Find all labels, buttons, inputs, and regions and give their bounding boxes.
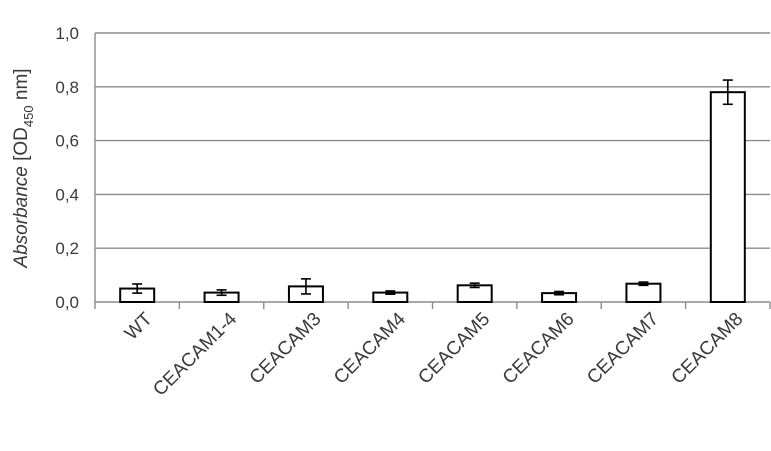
x-tick-label: WT xyxy=(121,308,157,344)
x-tick-label: CEACAM7 xyxy=(583,309,663,389)
bar xyxy=(625,282,662,304)
y-tick-label: 0,8 xyxy=(55,78,79,97)
x-tick-label: CEACAM4 xyxy=(330,308,410,388)
bars xyxy=(119,91,746,304)
error-bar xyxy=(469,282,480,289)
y-tick-label: 1,0 xyxy=(55,24,79,43)
y-tick-label: 0,2 xyxy=(55,239,79,258)
error-bar xyxy=(216,289,227,297)
error-bar xyxy=(638,281,649,287)
x-tick-label: CEACAM1-4 xyxy=(149,308,241,400)
x-tick-label: CEACAM6 xyxy=(499,309,579,389)
y-tick-label: 0,4 xyxy=(55,185,79,204)
y-tick-label: 0,6 xyxy=(55,132,79,151)
gridlines xyxy=(94,32,771,309)
x-tick-label: CEACAM3 xyxy=(246,309,326,389)
y-tick-labels: 0,0 0,2 0,4 0,6 0,8 1,0 xyxy=(55,24,79,312)
error-bar xyxy=(300,278,311,295)
error-bar xyxy=(554,290,565,296)
error-bar xyxy=(722,79,733,106)
x-tick-label: CEACAM5 xyxy=(414,309,494,389)
y-tick-label: 0,0 xyxy=(55,293,79,312)
error-bar xyxy=(132,283,143,294)
error-bar xyxy=(385,290,396,295)
error-bars xyxy=(132,79,733,297)
bar xyxy=(709,91,746,304)
y-axis-title: Absorbance [OD450 nm] xyxy=(11,68,36,268)
x-tick-label: CEACAM8 xyxy=(668,309,748,389)
